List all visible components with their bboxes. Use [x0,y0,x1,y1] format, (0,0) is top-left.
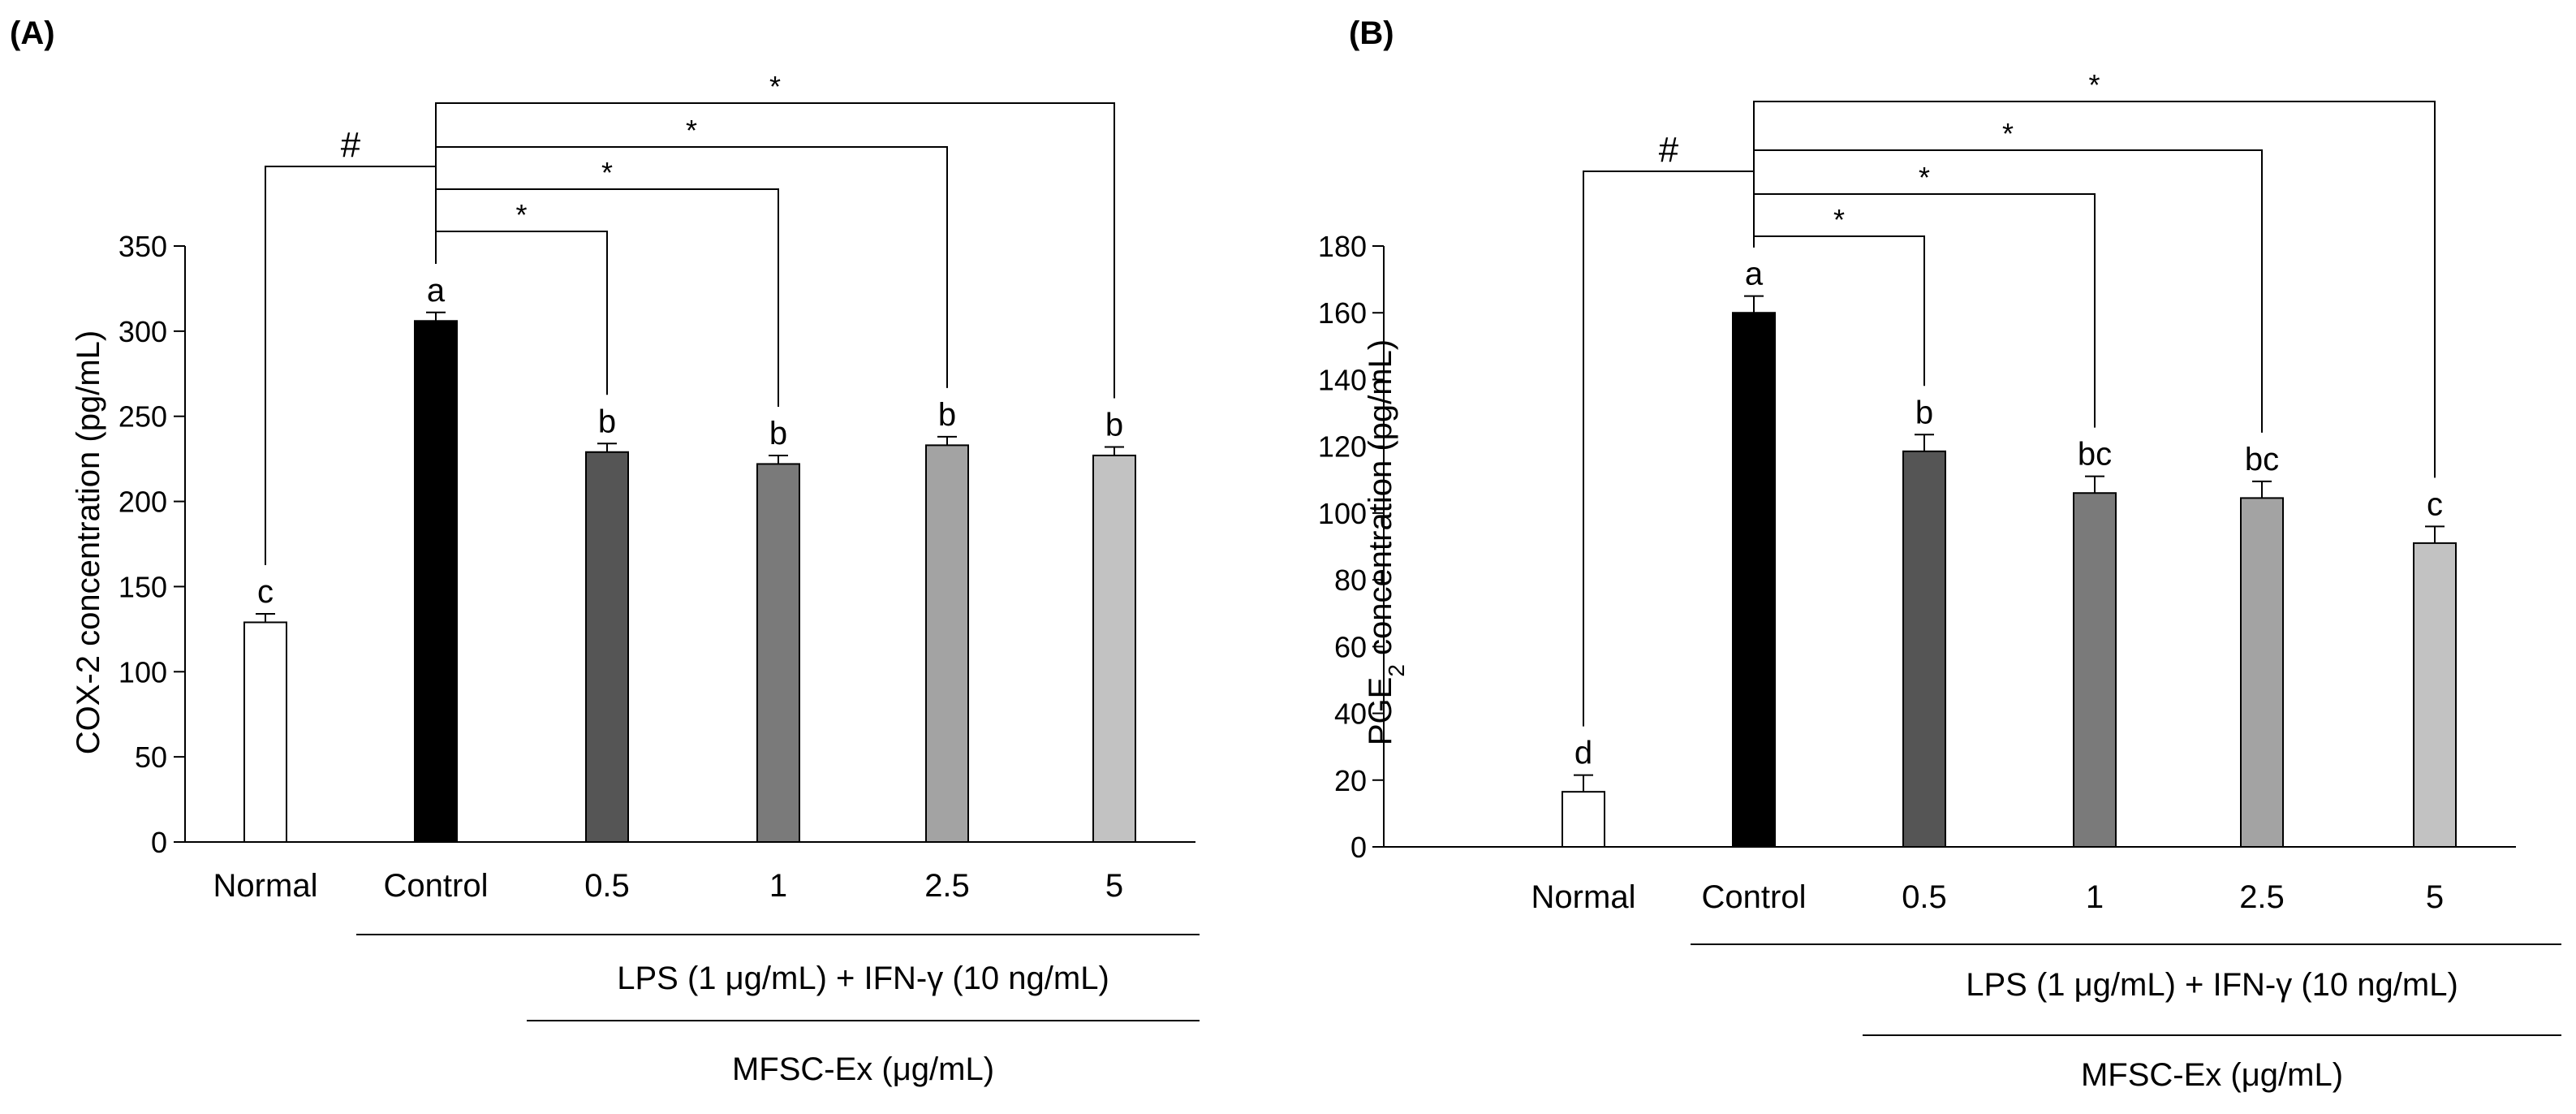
bar [1732,312,1776,848]
y-axis-label-rest: concentration (pg/mL) [1363,339,1398,664]
bar [243,621,287,843]
y-tick-label: 100 [118,655,167,689]
star-bracket [435,231,608,395]
x-tick-label: 2.5 [924,868,970,904]
star-symbol: * [1833,203,1845,236]
bar [1092,454,1136,843]
y-tick-label: 160 [1318,296,1367,330]
y-tick-label: 0 [151,826,167,859]
star-symbol: * [769,70,781,103]
group-label-lps: LPS (1 μg/mL) + IFN-γ (10 ng/mL) [617,961,1109,996]
y-tick-label: 300 [118,315,167,348]
star-bracket [1753,149,2263,433]
significance-letter: b [938,397,956,433]
y-axis-label: COX-2 concentration (pg/mL) [71,330,106,754]
y-tick-label: 250 [118,400,167,434]
chart-panel-a: (A) 0 50 100 150 200 250 300 350 COX-2 concentrat… [10,15,1200,1087]
bar [585,451,629,843]
star-bracket [1753,235,1925,386]
bar [1562,791,1605,848]
y-axis-label-sub: 2 [1384,664,1409,677]
star-symbol: * [2088,68,2100,101]
significance-letter: bc [2078,437,2112,473]
x-tick-label: 0.5 [1902,879,1947,915]
y-tick-label: 350 [118,230,167,263]
y-tick-label: 200 [118,486,167,519]
panel-label: (B) [1349,15,1394,51]
hash-bracket [1583,171,1755,727]
x-tick-label: Normal [1531,879,1636,915]
x-tick-label: 1 [769,868,787,904]
y-axis-label: PGE2 concentration (pg/mL) [1363,339,1409,745]
significance-letter: b [1915,395,1933,430]
bar [2073,492,2117,848]
group-label-lps: LPS (1 μg/mL) + IFN-γ (10 ng/mL) [1966,967,2458,1003]
star-symbol: * [2002,117,2014,150]
significance-letter: a [427,273,446,309]
hash-symbol: # [1659,130,1679,170]
y-tick-label: 0 [1350,831,1367,864]
bar [414,320,458,843]
group-label-mfsc: MFSC-Ex (μg/mL) [2081,1057,2343,1093]
y-tick-label: 140 [1318,363,1367,396]
y-tick-label: 100 [1318,497,1367,530]
y-tick-label: 80 [1334,563,1367,597]
star-symbol: * [686,114,697,147]
bar [2240,497,2284,848]
x-tick-label: 0.5 [584,868,630,904]
significance-letter: b [769,416,787,451]
significance-letter: a [1745,257,1764,292]
hash-symbol: # [341,125,361,165]
x-tick-label: 2.5 [2239,879,2285,915]
bar [1902,450,1946,848]
bar [756,463,800,843]
y-tick-label: 180 [1318,230,1367,263]
bar [925,444,969,843]
x-tick-label: Normal [213,868,318,904]
star-bracket [1753,101,2436,478]
chart-panel-b: (B) 0 20 40 60 80 100 120 140 160 180 PGE2 concentr… [1318,15,2561,1093]
y-tick-label: 20 [1334,764,1367,797]
panel-label: (A) [10,15,55,51]
star-symbol: * [1919,161,1930,194]
significance-letter: bc [2245,442,2279,477]
star-bracket [435,146,948,388]
significance-letter: d [1574,736,1592,771]
y-tick-label: 40 [1334,697,1367,731]
star-symbol: * [515,198,527,231]
y-tick-label: 150 [118,570,167,603]
significance-letter: b [1105,407,1123,443]
y-tick-label: 120 [1318,430,1367,464]
y-tick-label: 50 [135,741,167,774]
significance-letter: c [257,574,274,610]
significance-letter: b [598,404,616,439]
y-tick-label: 60 [1334,630,1367,663]
y-axis-label-main: PGE [1363,677,1398,745]
x-tick-label: 1 [2086,879,2104,915]
significance-letter: c [2427,486,2443,522]
group-label-mfsc: MFSC-Ex (μg/mL) [732,1051,994,1087]
hash-bracket [265,166,437,565]
star-symbol: * [601,156,613,189]
x-tick-label: Control [384,868,489,904]
x-tick-label: 5 [1105,868,1123,904]
bar [2413,542,2457,848]
x-tick-label: Control [1702,879,1807,915]
star-bracket [435,102,1115,399]
x-tick-label: 5 [2426,879,2444,915]
